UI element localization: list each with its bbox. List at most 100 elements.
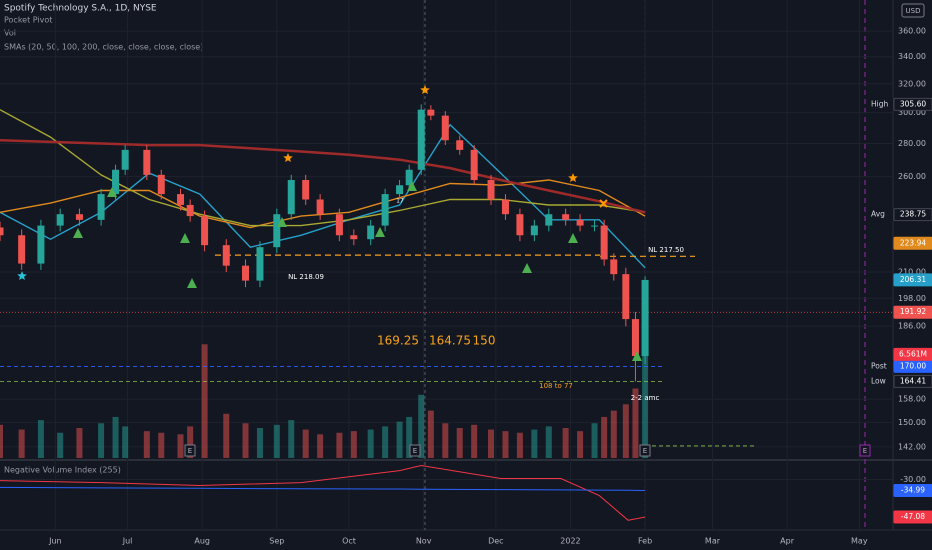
candle-body (143, 149, 151, 175)
pocket-pivot (632, 351, 642, 361)
volume-bar (112, 416, 119, 458)
volume-bar (632, 388, 639, 458)
candle-body (97, 194, 105, 220)
price-tag-label: -47.08 (901, 512, 925, 521)
pocket-pivot (187, 278, 197, 288)
neckline-label: NL 218.09 (288, 273, 324, 281)
pocket-pivot (568, 233, 578, 243)
y-tick-label: -30.00 (900, 475, 926, 484)
price-tag (893, 273, 932, 287)
earnings-box[interactable] (409, 444, 421, 457)
price-tag-label: 305.60 (900, 99, 926, 108)
tag-name-box (866, 98, 893, 111)
candle-body (622, 274, 630, 320)
volume-bar (562, 427, 569, 458)
earnings-label: E (643, 447, 647, 455)
volume-bar (382, 426, 389, 458)
volume-bar (143, 431, 150, 458)
candle-body (256, 247, 264, 281)
candle-body (37, 225, 45, 264)
star-marker (568, 173, 578, 182)
volume-bar (488, 429, 495, 458)
price-tag-label: 170.00 (900, 361, 926, 370)
x-tick-label: May (851, 537, 868, 546)
candle-body (545, 214, 553, 226)
tag-name: Avg (871, 210, 885, 219)
volume-bar (427, 410, 434, 458)
candle-body (516, 214, 524, 236)
star-marker (420, 85, 430, 94)
y-tick-label: 150.00 (898, 418, 926, 427)
x-tick-label: Jul (122, 537, 133, 546)
volume-bar (591, 423, 598, 458)
volume-bar (642, 354, 649, 458)
volume-bar (273, 424, 280, 458)
earnings-box[interactable] (639, 444, 651, 457)
pocket-pivot (407, 181, 417, 191)
volume-bar (76, 427, 83, 458)
nvi-line (0, 464, 646, 521)
candle-body (456, 140, 464, 150)
cross-marker (599, 199, 608, 208)
earnings-box[interactable] (859, 444, 871, 457)
tag-name: Post (871, 361, 887, 370)
candle-body (75, 214, 83, 220)
candle-body (641, 279, 649, 357)
price-tag (893, 347, 932, 361)
nvi-line (0, 486, 646, 491)
candle-body (441, 115, 449, 141)
candle-body (405, 169, 413, 186)
candle-body (562, 214, 570, 220)
candle-body (631, 319, 639, 357)
volume-bar (367, 429, 374, 458)
price-tag-label: 164.41 (900, 376, 926, 385)
pocket-pivot (277, 217, 287, 227)
annotation: 2-2 amc (631, 394, 660, 402)
sma-line (0, 139, 646, 214)
candle-body (18, 235, 26, 264)
earnings-box[interactable] (184, 444, 196, 457)
y-tick-label: 198.00 (898, 294, 926, 303)
candle-body (302, 180, 310, 200)
price-tag-label: 191.92 (900, 307, 926, 316)
volume-bar (471, 424, 478, 458)
pane-title: Negative Volume Index (255) (4, 466, 121, 475)
earnings-label: E (188, 447, 192, 455)
y-tick-label: 300.00 (898, 108, 926, 117)
volume-bar (418, 394, 425, 458)
price-tag-label: -34.99 (901, 485, 925, 494)
volume-bar (256, 427, 263, 458)
currency[interactable]: USD (906, 7, 921, 15)
volume-bar (187, 426, 194, 458)
indicator-label: Vol (4, 29, 16, 38)
candle-body (381, 194, 389, 226)
x-tick-label: Apr (780, 537, 795, 546)
volume-bar (601, 416, 608, 458)
volume-bar (516, 432, 523, 458)
volume-bar (610, 410, 617, 458)
volume-bar (577, 431, 584, 458)
candle-body (0, 227, 4, 236)
indicator-label: SMAs (20, 50, 100, 200, close, close, cl… (4, 43, 203, 52)
volume-bar (98, 423, 105, 458)
x-tick-label: Aug (194, 537, 210, 546)
volume-bar (531, 429, 538, 458)
candle-body (222, 245, 230, 266)
currency-box[interactable] (901, 3, 925, 18)
volume-bar (456, 427, 463, 458)
volume-bar (177, 434, 184, 458)
candle-body (242, 265, 250, 281)
volume-bar (223, 413, 230, 458)
indicator-label: Pocket Pivot (4, 16, 52, 25)
price-tag (893, 305, 932, 319)
tag-name-box (866, 208, 893, 221)
volume-bar (396, 421, 403, 458)
star-marker (283, 153, 293, 162)
candle-body (201, 216, 209, 246)
pocket-pivot (107, 187, 117, 197)
volume-bar (336, 432, 343, 458)
volume-bar (122, 426, 129, 458)
star-marker (17, 271, 27, 280)
candle-body (417, 109, 425, 170)
